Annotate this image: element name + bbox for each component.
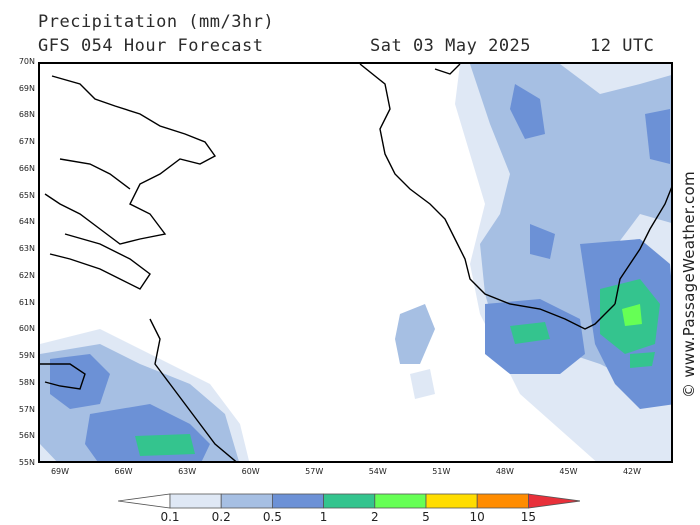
latitude-label: 60N bbox=[18, 324, 35, 334]
greenland-coast bbox=[614, 187, 671, 305]
legend-swatch bbox=[169, 493, 222, 509]
legend-swatch bbox=[118, 493, 171, 509]
precipitation-field bbox=[40, 64, 671, 461]
baffin-coast bbox=[49, 233, 151, 290]
latitude-label: 55N bbox=[18, 458, 35, 467]
longitude-label: 63W bbox=[178, 467, 197, 476]
legend-swatch bbox=[220, 493, 273, 509]
latitude-label: 70N bbox=[18, 57, 35, 66]
legend-swatch bbox=[374, 493, 427, 509]
legend-label: 5 bbox=[422, 510, 430, 524]
greenland-coast bbox=[359, 64, 616, 330]
latitude-label: 64N bbox=[18, 217, 35, 227]
legend-label: 10 bbox=[469, 510, 485, 524]
legend-label: 0.1 bbox=[160, 510, 180, 524]
latitude-label: 65N bbox=[18, 190, 35, 200]
latitude-label: 57N bbox=[18, 404, 35, 414]
longitude-label: 69W bbox=[50, 467, 70, 476]
legend-swatch bbox=[527, 493, 580, 509]
legend-swatch bbox=[323, 493, 376, 509]
legend-label: 1 bbox=[319, 510, 328, 524]
latitude-label: 61N bbox=[18, 297, 35, 307]
coastlines bbox=[40, 64, 671, 461]
precip-zone bbox=[645, 109, 670, 164]
map-title: Precipitation (mm/3hr) bbox=[38, 12, 275, 32]
latitude-label: 62N bbox=[18, 270, 35, 280]
longitude-label: 48W bbox=[495, 467, 514, 476]
legend-label: 2 bbox=[370, 510, 379, 524]
forecast-date: Sat 03 May 2025 bbox=[370, 36, 532, 56]
longitude-label: 51W bbox=[432, 467, 451, 476]
legend-label: 0.2 bbox=[211, 510, 231, 524]
legend-label: 15 bbox=[520, 510, 537, 524]
latitude-label: 67N bbox=[18, 137, 35, 147]
legend-swatch bbox=[425, 493, 478, 509]
legend-swatch bbox=[271, 493, 324, 509]
precip-zone bbox=[510, 322, 550, 344]
greenland-coast bbox=[434, 64, 461, 75]
precip-zone bbox=[630, 352, 655, 368]
longitude-label: 54W bbox=[368, 467, 387, 476]
precip-zone bbox=[135, 434, 195, 456]
legend-label: 0.5 bbox=[262, 510, 282, 524]
forecast-time: 12 UTC bbox=[590, 36, 655, 56]
precipitation-map bbox=[38, 62, 673, 463]
longitude-label: 60W bbox=[241, 467, 260, 476]
precip-zone bbox=[530, 224, 555, 259]
longitude-label: 42W bbox=[622, 467, 642, 476]
longitude-label: 66W bbox=[114, 467, 133, 476]
map-canvas bbox=[40, 64, 671, 461]
longitude-label: 57W bbox=[305, 467, 324, 476]
labrador-coast bbox=[149, 318, 237, 461]
baffin-coast bbox=[59, 158, 131, 190]
latitude-label: 59N bbox=[18, 351, 35, 361]
latitude-label: 58N bbox=[18, 377, 35, 387]
legend-swatch bbox=[476, 493, 529, 509]
precip-legend bbox=[118, 493, 580, 509]
latitude-label: 69N bbox=[18, 83, 35, 93]
latitude-label: 68N bbox=[18, 110, 35, 120]
baffin-coast bbox=[44, 75, 217, 245]
forecast-subtitle: GFS 054 Hour Forecast bbox=[38, 36, 264, 56]
precip-zone bbox=[410, 369, 435, 399]
credit-watermark: © www.PassageWeather.com bbox=[680, 171, 698, 398]
longitude-label: 45W bbox=[559, 467, 578, 476]
precip-zone bbox=[622, 304, 642, 326]
precip-zone bbox=[395, 304, 435, 364]
labrador-coast bbox=[40, 363, 86, 390]
precip-zone bbox=[510, 84, 545, 139]
latitude-label: 66N bbox=[18, 163, 35, 173]
latitude-label: 56N bbox=[18, 431, 35, 441]
latitude-label: 63N bbox=[18, 244, 35, 254]
precip-zone bbox=[50, 354, 110, 409]
